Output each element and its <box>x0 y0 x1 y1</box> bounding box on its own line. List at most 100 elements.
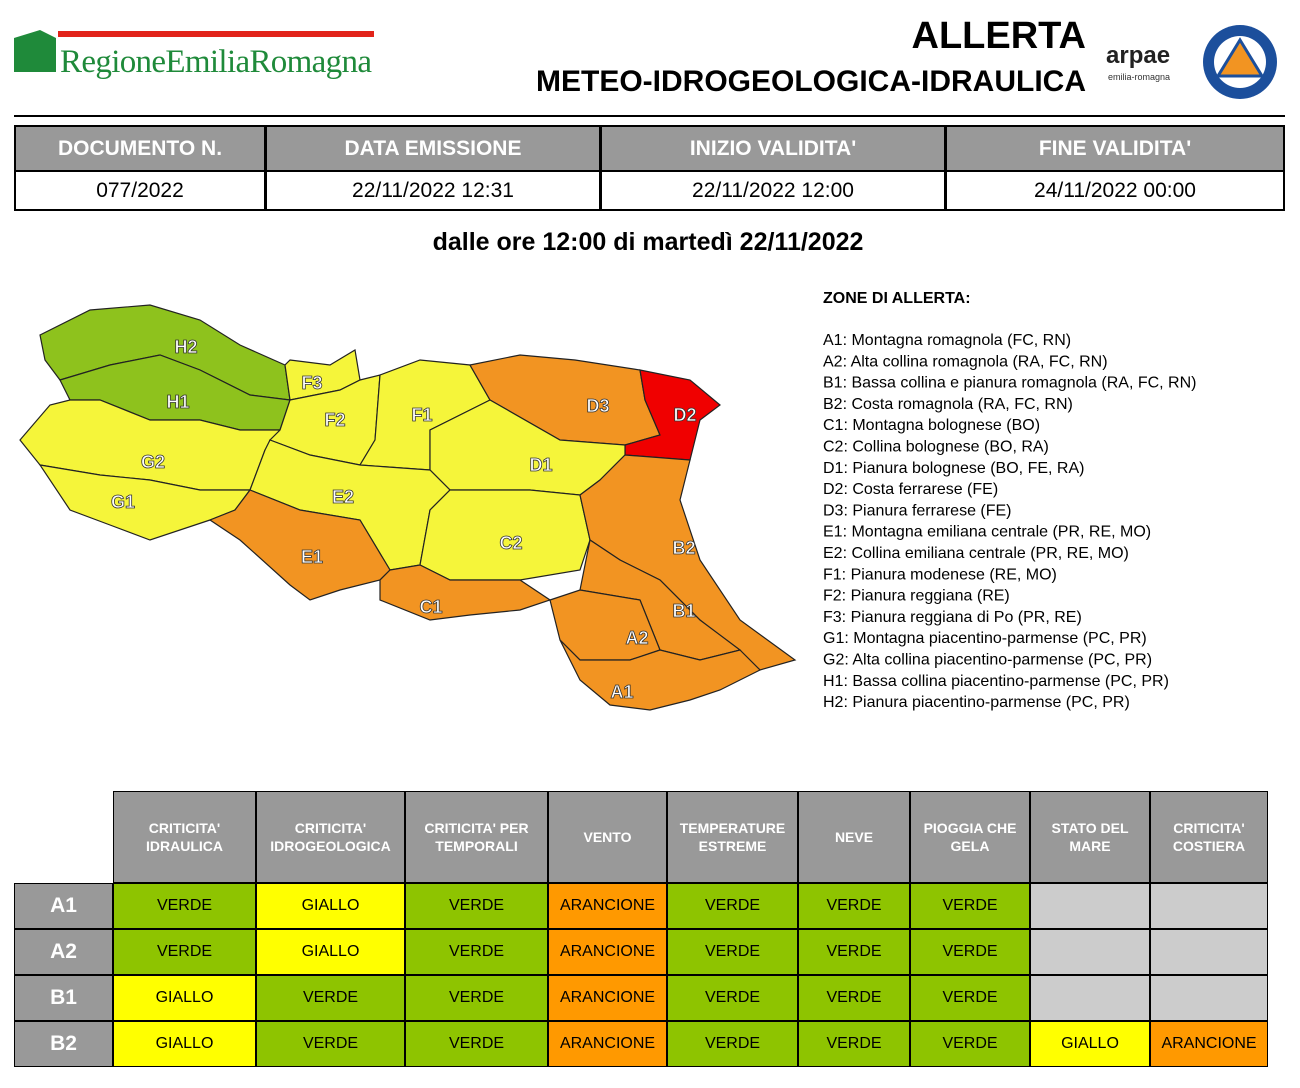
zone-label: H1 <box>166 392 189 412</box>
legend-item: C2: Collina bolognese (BO, RA) <box>823 439 1049 456</box>
doc-value: 22/11/2022 12:31 <box>265 172 600 211</box>
alert-cell: GIALLO <box>256 929 405 975</box>
column-header: CRITICITA' IDRAULICA <box>113 791 256 883</box>
legend-item: G2: Alta collina piacentino-parmense (PC… <box>823 652 1152 669</box>
doc-value: 22/11/2022 12:00 <box>600 172 945 211</box>
legend-item: D1: Pianura bolognese (BO, FE, RA) <box>823 460 1084 477</box>
alert-cell: VERDE <box>405 929 548 975</box>
zone-label: A2 <box>625 628 648 648</box>
alert-cell: GIALLO <box>113 975 256 1021</box>
zone-label: E2 <box>332 487 354 507</box>
column-header: CRITICITA' IDROGEOLOGICA <box>256 791 405 883</box>
alert-cell: VERDE <box>256 1021 405 1067</box>
alert-cell: ARANCIONE <box>548 1021 667 1067</box>
alert-cell: VERDE <box>798 883 910 929</box>
doc-header: INIZIO VALIDITA' <box>600 125 945 172</box>
zone-label: F1 <box>411 405 432 425</box>
alert-cell: GIALLO <box>113 1021 256 1067</box>
zone-label: D3 <box>586 396 609 416</box>
doc-header: DOCUMENTO N. <box>14 125 265 172</box>
doc-value: 24/11/2022 00:00 <box>945 172 1285 211</box>
zone-label: C2 <box>499 533 522 553</box>
row-header: A2 <box>14 929 113 975</box>
column-header: TEMPERATURE ESTREME <box>667 791 798 883</box>
legend-item: B2: Costa romagnola (RA, FC, RN) <box>823 396 1073 413</box>
alert-cell: VERDE <box>910 1021 1030 1067</box>
legend-item: F2: Pianura reggiana (RE) <box>823 588 1010 605</box>
zone-label: D1 <box>529 455 552 475</box>
alert-cell <box>1150 929 1268 975</box>
zone-label: G2 <box>141 452 165 472</box>
alert-cell <box>1030 975 1150 1021</box>
alert-cell: VERDE <box>405 975 548 1021</box>
legend-item: A2: Alta collina romagnola (RA, FC, RN) <box>823 353 1108 370</box>
column-header: CRITICITA' COSTIERA <box>1150 791 1268 883</box>
alert-cell: VERDE <box>256 975 405 1021</box>
map-zone <box>559 639 762 711</box>
row-header: A1 <box>14 883 113 929</box>
doc-value: 077/2022 <box>14 172 265 211</box>
logo-regione <box>14 30 374 72</box>
legend-item: E2: Collina emiliana centrale (PR, RE, M… <box>823 545 1129 562</box>
legend-item: E1: Montagna emiliana centrale (PR, RE, … <box>823 524 1151 541</box>
zone-label: B1 <box>672 601 695 621</box>
legend-item: F3: Pianura reggiana di Po (PR, RE) <box>823 609 1082 626</box>
legend-item: H2: Pianura piacentino-parmense (PC, PR) <box>823 694 1130 711</box>
row-header: B1 <box>14 975 113 1021</box>
map-zone <box>379 564 552 621</box>
doc-header: FINE VALIDITA' <box>945 125 1285 172</box>
column-header: CRITICITA' PER TEMPORALI <box>405 791 548 883</box>
alert-cell: VERDE <box>798 929 910 975</box>
alert-cell <box>1030 883 1150 929</box>
zone-label: G1 <box>111 492 135 512</box>
zone-label: A1 <box>610 682 633 702</box>
alert-cell: VERDE <box>798 1021 910 1067</box>
column-header: VENTO <box>548 791 667 883</box>
alert-cell: GIALLO <box>1030 1021 1150 1067</box>
alert-cell: GIALLO <box>256 883 405 929</box>
alert-cell: ARANCIONE <box>548 975 667 1021</box>
arpae-sub: emilia-romagna <box>1108 72 1170 82</box>
logo-text: RegioneEmiliaRomagna <box>60 44 372 80</box>
alert-cell <box>1030 929 1150 975</box>
alert-cell <box>1150 975 1268 1021</box>
legend-item: B1: Bassa collina e pianura romagnola (R… <box>823 375 1197 392</box>
zone-label: C1 <box>419 597 442 617</box>
zone-label: F3 <box>301 373 322 393</box>
column-header: STATO DEL MARE <box>1030 791 1150 883</box>
subtitle: METEO-IDROGEOLOGICA-IDRAULICA <box>536 65 1086 98</box>
column-header: NEVE <box>798 791 910 883</box>
alert-cell: VERDE <box>667 929 798 975</box>
validity-heading: dalle ore 12:00 di martedì 22/11/2022 <box>433 228 864 256</box>
alert-cell: VERDE <box>910 929 1030 975</box>
doc-header: DATA EMISSIONE <box>265 125 600 172</box>
alert-cell: VERDE <box>667 975 798 1021</box>
legend-item: F1: Pianura modenese (RE, MO) <box>823 566 1057 583</box>
alert-cell <box>1150 883 1268 929</box>
alert-cell: VERDE <box>667 883 798 929</box>
legend-item: D3: Pianura ferrarese (FE) <box>823 502 1012 519</box>
alert-cell: VERDE <box>798 975 910 1021</box>
alert-cell: VERDE <box>667 1021 798 1067</box>
zone-label: H2 <box>174 337 197 357</box>
zone-label: E1 <box>301 547 323 567</box>
legend-item: D2: Costa ferrarese (FE) <box>823 481 998 498</box>
alert-cell: VERDE <box>113 883 256 929</box>
legend-item: H1: Bassa collina piacentino-parmense (P… <box>823 673 1169 690</box>
alert-cell: ARANCIONE <box>548 883 667 929</box>
alert-cell: VERDE <box>113 929 256 975</box>
alert-cell: ARANCIONE <box>548 929 667 975</box>
zone-label: F2 <box>324 410 345 430</box>
arpae-logo: arpae <box>1106 42 1170 69</box>
legend-item: C1: Montagna bolognese (BO) <box>823 417 1040 434</box>
column-header: PIOGGIA CHE GELA <box>910 791 1030 883</box>
alert-cell: VERDE <box>405 883 548 929</box>
zone-label: B2 <box>672 538 695 558</box>
alert-cell: VERDE <box>910 975 1030 1021</box>
zone-label: D2 <box>673 405 696 425</box>
alert-cell: ARANCIONE <box>1150 1021 1268 1067</box>
map-zone <box>208 489 391 601</box>
legend-title: ZONE DI ALLERTA: <box>823 290 971 307</box>
